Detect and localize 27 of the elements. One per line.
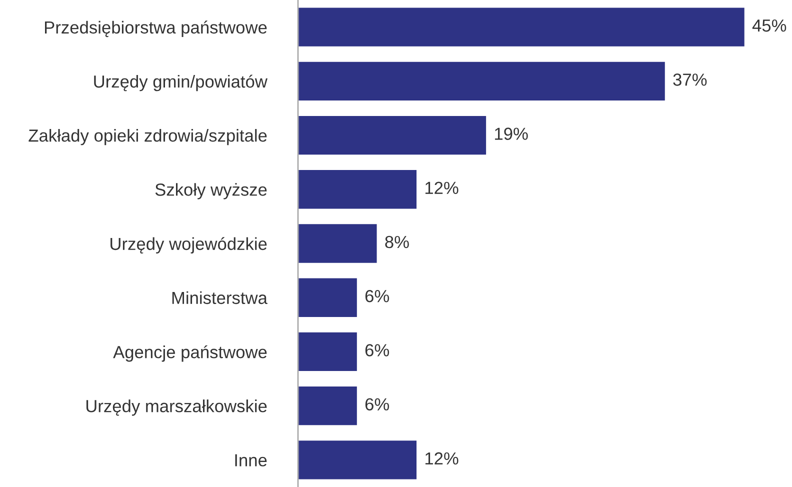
y-tick-label: Szkoły wyższe	[155, 183, 267, 200]
data-label: 6%	[365, 344, 390, 356]
data-label: 45%	[752, 20, 786, 32]
bar	[298, 114, 488, 156]
data-label: 12%	[425, 182, 458, 194]
y-tick-label: Ministerstwa	[172, 291, 268, 304]
y-tick-label: Urzędy wojewódzkie	[110, 237, 267, 254]
bar	[298, 276, 358, 318]
y-tick-label: Przedsiębiorstwa państwowe	[45, 20, 267, 38]
data-label: 19%	[495, 128, 528, 140]
data-label: 6%	[365, 290, 390, 302]
y-tick-label: Inne	[235, 454, 267, 466]
bar	[298, 331, 358, 372]
data-label: 6%	[365, 398, 390, 410]
bar	[298, 6, 746, 48]
bar	[298, 439, 418, 481]
bar	[298, 385, 358, 427]
bar	[298, 60, 666, 102]
data-label: 8%	[385, 236, 409, 248]
data-label: 37%	[673, 74, 707, 86]
y-tick-label: Urzędy marszałkowskie	[86, 400, 267, 416]
y-tick-label: Agencje państwowe	[113, 345, 267, 362]
y-tick-label: Urzędy gmin/powiatów	[94, 74, 268, 92]
data-label: 12%	[425, 452, 458, 465]
y-tick-label: Zakłady opieki zdrowia/szpitale	[28, 128, 267, 146]
bar	[298, 168, 418, 210]
bar	[298, 222, 378, 264]
